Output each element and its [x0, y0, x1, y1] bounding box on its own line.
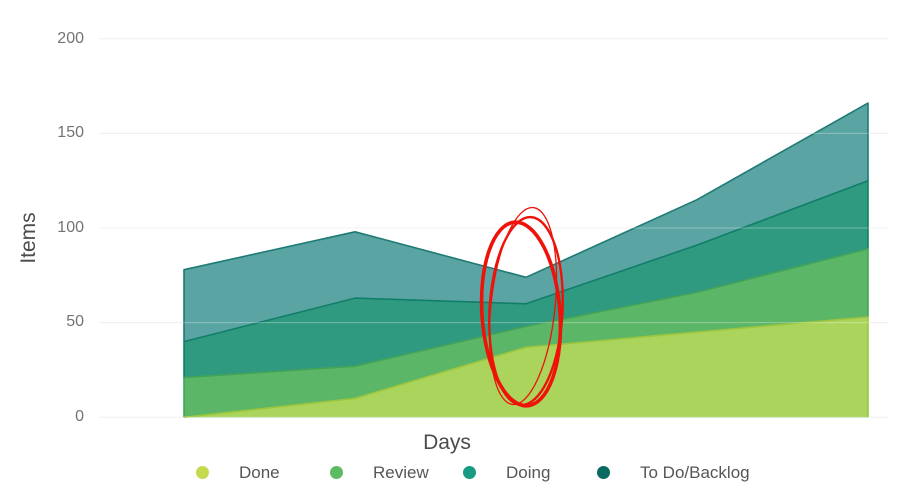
legend-dot-doing-icon — [463, 466, 476, 479]
legend-label-doing: Doing — [506, 463, 551, 482]
legend-label-todo-backlog: To Do/Backlog — [640, 463, 750, 482]
legend-label-review: Review — [373, 463, 429, 482]
y-tick-50: 50 — [66, 313, 84, 330]
y-axis-title: Items — [17, 212, 40, 264]
area-edge-done — [183, 316, 869, 419]
legend-label-done: Done — [239, 463, 280, 482]
area-edge-review — [183, 248, 869, 418]
y-tick-200: 200 — [57, 30, 84, 47]
legend-item-doing[interactable]: Doing — [463, 463, 551, 482]
legend-dot-done-icon — [196, 466, 209, 479]
y-tick-0: 0 — [75, 408, 84, 425]
legend-item-done[interactable]: Done — [196, 463, 280, 482]
x-axis-title: Days — [423, 431, 471, 454]
area-done — [184, 317, 868, 418]
area-edge-doing — [183, 179, 869, 378]
red-circle-annotation — [479, 206, 564, 408]
area-series-group — [183, 102, 869, 419]
y-tick-150: 150 — [57, 124, 84, 141]
legend-dot-review-icon — [330, 466, 343, 479]
area-edge-to-do-backlog — [183, 102, 869, 342]
legend-item-todo-backlog[interactable]: To Do/Backlog — [597, 463, 750, 482]
red-ellipse-thin — [488, 206, 558, 406]
red-ellipse-medium — [488, 215, 564, 407]
legend-item-review[interactable]: Review — [330, 463, 429, 482]
gridlines-overlay — [99, 38, 888, 418]
y-tick-100: 100 — [57, 219, 84, 236]
legend-dot-todo-backlog-icon — [597, 466, 610, 479]
